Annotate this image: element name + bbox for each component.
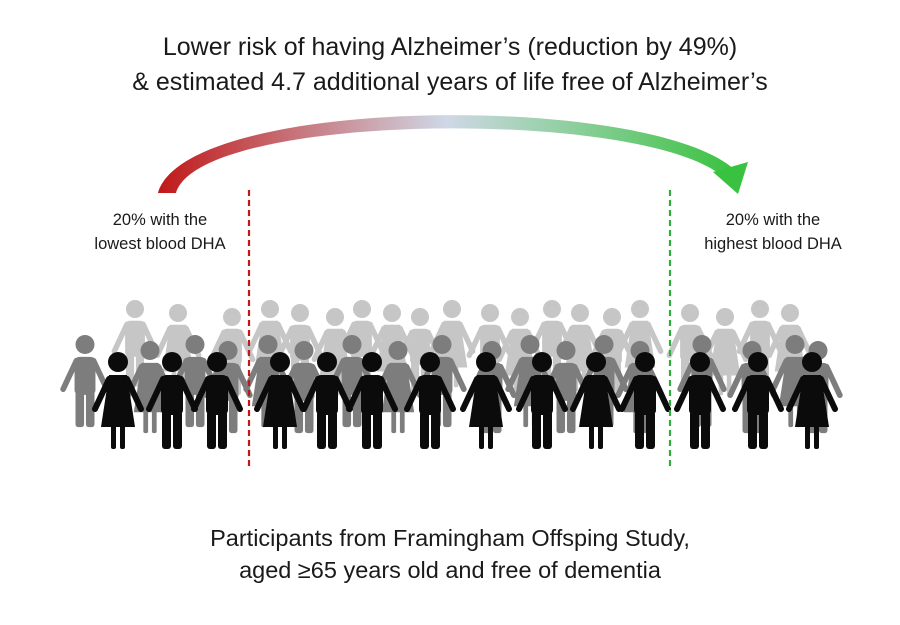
headline: Lower risk of having Alzheimer’s (reduct… <box>0 30 900 100</box>
person-female-icon <box>92 352 144 449</box>
study-caption-line-2: aged ≥65 years old and free of dementia <box>239 557 661 583</box>
study-caption: Participants from Framingham Offsping St… <box>0 522 900 586</box>
headline-line-1: Lower risk of having Alzheimer’s (reduct… <box>162 33 738 61</box>
lowest-dha-label-line-1: 20% with the <box>112 211 208 229</box>
person-male-icon <box>146 352 198 449</box>
crowd-front-row <box>92 352 838 449</box>
person-male-icon <box>346 352 398 449</box>
highest-dha-label: 20% with the highest blood DHA <box>668 208 878 256</box>
curved-arrow-body <box>158 115 735 193</box>
person-male-icon <box>191 352 243 449</box>
person-male-icon <box>732 352 784 449</box>
highest-dha-label-line-2: highest blood DHA <box>704 235 842 253</box>
study-caption-line-1: Participants from Framingham Offsping St… <box>210 525 690 551</box>
person-female-icon <box>786 352 838 449</box>
person-male-icon <box>674 352 726 449</box>
lowest-dha-label: 20% with the lowest blood DHA <box>60 208 260 256</box>
person-male-icon <box>60 335 110 428</box>
person-female-icon <box>254 352 306 449</box>
lowest-dha-label-line-2: lowest blood DHA <box>94 235 226 253</box>
headline-line-2: & estimated 4.7 additional years of life… <box>132 68 768 96</box>
highest-dha-label-line-1: 20% with the <box>725 211 821 229</box>
person-male-icon <box>404 352 456 449</box>
curved-arrow-head <box>713 162 748 194</box>
person-male-icon <box>619 352 671 449</box>
person-male-icon <box>516 352 568 449</box>
person-male-icon <box>301 352 353 449</box>
person-female-icon <box>460 352 512 449</box>
person-female-icon <box>570 352 622 449</box>
